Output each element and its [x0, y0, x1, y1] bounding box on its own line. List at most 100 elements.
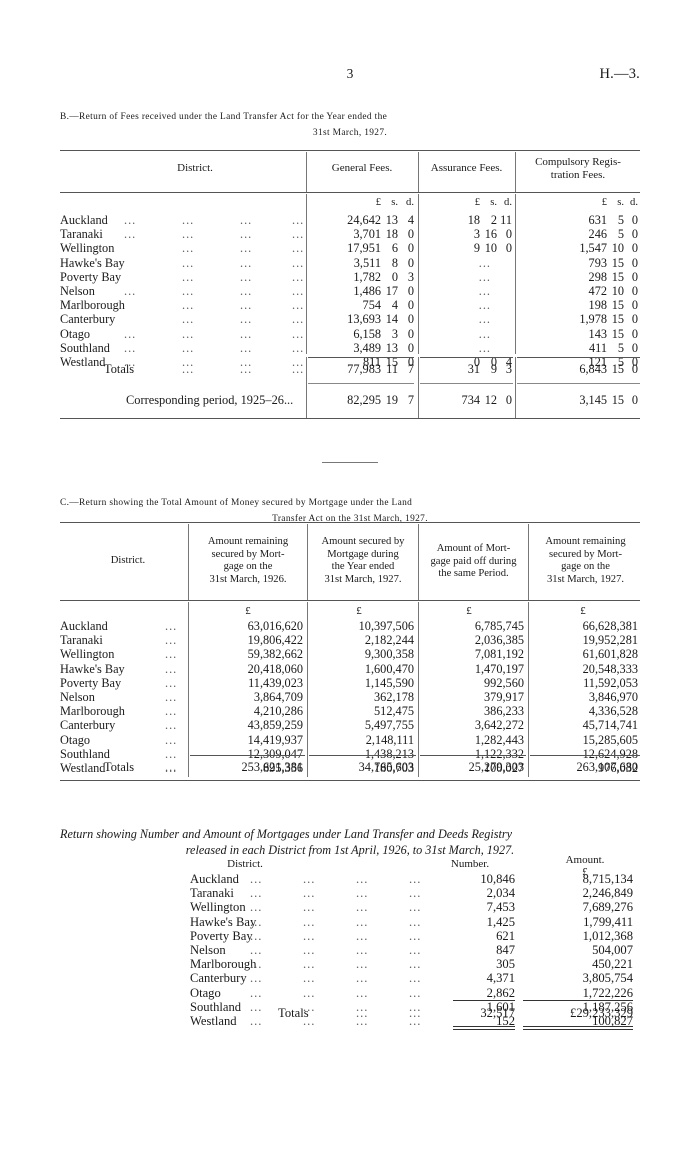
- table-d-cell-number: 2,862: [486, 985, 515, 1000]
- table-c-cell-col4: 976,032: [598, 761, 638, 775]
- table-b-cell-general-pence: 0: [407, 298, 414, 313]
- table-b-cell-compulsory-pounds: 793: [588, 255, 607, 270]
- table-b-row-leader: ...: [292, 284, 305, 298]
- table-d-row-leader: ...: [356, 872, 369, 886]
- table-b-cell-compulsory-pence: 0: [631, 298, 638, 313]
- table-d-row-leader: ...: [250, 886, 263, 901]
- table-b-cell-general-pounds: 1,486: [353, 284, 381, 298]
- table-b-corresponding-general-shillings: 19: [385, 393, 398, 407]
- table-b-cell-general-pounds: 3,489: [353, 340, 381, 355]
- table-d-row-district: Canterbury: [190, 971, 247, 986]
- table-c-cell-col1: 19,806,422: [247, 633, 303, 648]
- table-c-header-col1: Amount remaining secured by Mort-gage on …: [191, 536, 305, 586]
- header-line: Amount of Mort-: [436, 543, 511, 554]
- table-b-cell-compulsory-pence: 0: [631, 255, 638, 270]
- table-b-totals-compulsory-pence: 0: [631, 362, 638, 376]
- table-b-header-compulsory-fees: Compulsory Regis-tration Fees.: [535, 156, 621, 181]
- table-b-row-district: Poverty Bay: [60, 269, 122, 284]
- table-b-cell-general-pounds: 24,642: [347, 213, 381, 227]
- table-d-header-amount-unit: £: [582, 866, 588, 878]
- table-d-row-leader: ...: [409, 999, 422, 1014]
- table-b-row-leader: ...: [292, 298, 305, 313]
- header-line: 31st March, 1926.: [209, 573, 287, 585]
- table-b-row-leader: ...: [292, 269, 305, 284]
- table-b-cell-general-pence: 0: [407, 355, 414, 369]
- table-d-cell-amount: 1,799,411: [583, 914, 633, 929]
- table-c-row-district: Auckland: [60, 619, 108, 633]
- table-b-cell-compulsory-shillings: 10: [611, 241, 624, 256]
- table-d-totals-label: Totals: [278, 1006, 309, 1020]
- table-c-cell-col3: 379,917: [484, 690, 524, 704]
- table-b-cell-compulsory-pounds: 198: [588, 298, 607, 313]
- table-b-row-district: Marlborough: [60, 298, 125, 313]
- table-c-currency-symbol: £: [466, 605, 472, 617]
- table-b-cell-compulsory-shillings: 15: [611, 326, 624, 341]
- table-b-row-leader: ...: [240, 241, 253, 256]
- table-b-cell-compulsory-shillings: 10: [611, 284, 624, 298]
- table-b-unit-pounds: £: [474, 197, 480, 208]
- table-d-row-leader: ...: [409, 900, 422, 915]
- table-c-cell-col2: 1,145,590: [364, 675, 414, 690]
- table-b-row-leader: ...: [240, 213, 253, 227]
- table-d-row-leader: ...: [303, 943, 316, 957]
- header-line: gage paid off during: [430, 555, 517, 567]
- table-b-totals-general-pounds: 77,983: [347, 362, 381, 376]
- table-d-row-leader: ...: [250, 985, 263, 1000]
- table-c-cell-col4: 45,714,741: [582, 718, 638, 733]
- table-b-row-leader: ...: [240, 326, 253, 341]
- table-d-row-leader: ...: [303, 914, 316, 929]
- table-b-cell-compulsory-shillings: 15: [611, 255, 624, 270]
- table-b-corresponding-compulsory-pence: 0: [631, 393, 638, 407]
- table-d-row-leader: ...: [250, 928, 263, 943]
- table-b-cell-assurance-empty: ...: [478, 255, 491, 270]
- table-b-totals-compulsory-pounds: 6,843: [579, 362, 607, 376]
- table-d-row-leader: ...: [409, 943, 422, 957]
- table-d-row-leader: ...: [303, 985, 316, 1000]
- header-line: secured by Mort-: [549, 548, 622, 560]
- table-d-row-leader: ...: [250, 971, 263, 986]
- section-c-caption: C.—Return showing the Total Amount of Mo…: [60, 496, 640, 527]
- table-b-cell-compulsory-pence: 0: [631, 269, 638, 284]
- table-d-row-leader: ...: [250, 1014, 263, 1028]
- table-b-row-leader: ...: [240, 340, 253, 355]
- table-c-cell-col4: 61,601,828: [582, 647, 638, 662]
- table-b-row-leader: ...: [124, 213, 137, 227]
- table-c-cell-col2: 1,438,213: [364, 746, 414, 761]
- table-d-totals-leader: ...: [409, 1006, 422, 1020]
- table-c-cell-col1: 20,418,060: [247, 661, 303, 676]
- table-b-cell-compulsory-pounds: 411: [589, 340, 607, 355]
- table-b-cell-general-pence: 0: [407, 241, 414, 256]
- table-d-row-leader: ...: [303, 928, 316, 943]
- table-b-cell-compulsory-pence: 0: [631, 227, 638, 242]
- table-b-row-district: Auckland: [60, 213, 108, 227]
- table-b-cell-compulsory-pence: 0: [631, 241, 638, 256]
- table-c-totals-leader: ...: [165, 760, 178, 774]
- table-b-row-leader: ...: [182, 355, 195, 369]
- table-b-totals-general-shillings: 11: [386, 362, 398, 376]
- table-d-row-leader: ...: [409, 886, 422, 901]
- table-d-row-leader: ...: [250, 914, 263, 929]
- table-b-row-leader: ...: [124, 355, 137, 369]
- table-b-cell-assurance-pence: 0: [505, 227, 512, 242]
- table-d-cell-amount: 7,689,276: [582, 900, 633, 915]
- table-b-cell-general-shillings: 8: [391, 255, 398, 270]
- header-line: Amount remaining: [545, 536, 626, 547]
- table-b-cell-general-pence: 4: [407, 213, 414, 227]
- section-b-caption-line2: 31st March, 1927.: [312, 127, 388, 138]
- table-d-row-leader: ...: [303, 999, 316, 1014]
- table-d-cell-number: 2,034: [486, 886, 515, 901]
- table-d-row-leader: ...: [250, 943, 263, 957]
- table-d-row-leader: ...: [356, 928, 369, 943]
- table-d-row-leader: ...: [303, 886, 316, 901]
- table-c-cell-col3: 100,027: [484, 761, 524, 775]
- table-c-row-district: Wellington: [60, 647, 115, 662]
- table-c-row-district: Otago: [60, 732, 91, 747]
- table-b-unit-shillings: s.: [391, 197, 398, 208]
- table-b-cell-general-pounds: 17,951: [347, 241, 381, 256]
- table-b-row-leader: ...: [240, 255, 253, 270]
- table-c-cell-col3: 1,470,197: [474, 661, 524, 676]
- table-b-cell-general-pence: 3: [407, 269, 414, 284]
- table-b-cell-compulsory-shillings: 15: [611, 312, 624, 327]
- table-c-row-district: Southland: [60, 746, 110, 761]
- table-d-row-district: Taranaki: [190, 886, 234, 901]
